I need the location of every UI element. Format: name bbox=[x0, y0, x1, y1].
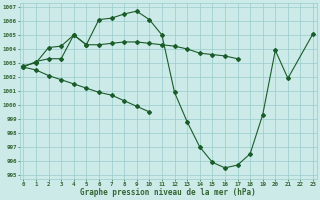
X-axis label: Graphe pression niveau de la mer (hPa): Graphe pression niveau de la mer (hPa) bbox=[80, 188, 256, 197]
